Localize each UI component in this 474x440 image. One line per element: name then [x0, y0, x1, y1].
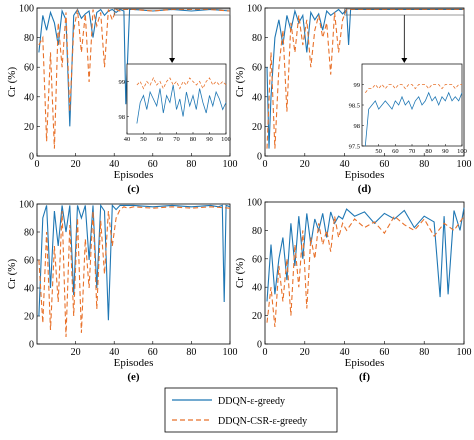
- inset-y-tick-label: 98.5: [349, 103, 360, 110]
- y-tick-label: 60: [24, 63, 34, 74]
- y-axis-label: Cr (%): [234, 67, 246, 98]
- panel-label: (e): [127, 371, 140, 383]
- y-tick-label: 60: [252, 63, 262, 74]
- x-tick-label: 100: [457, 347, 472, 358]
- x-tick-label: 40: [109, 159, 119, 170]
- inset-frame: [361, 63, 463, 147]
- x-tick-label: 60: [379, 347, 389, 358]
- inset-x-tick-label: 80: [425, 148, 432, 155]
- inset-y-tick-label: 97.5: [349, 144, 360, 151]
- x-tick-label: 20: [300, 347, 310, 358]
- y-tick-label: 0: [29, 340, 34, 351]
- plot-frame: [36, 203, 231, 345]
- y-tick-label: 100: [247, 198, 262, 209]
- series-line-2: [38, 8, 231, 149]
- y-axis-label: Cr (%): [6, 259, 18, 290]
- inset-x-tick-label: 90: [442, 148, 449, 155]
- inset-x-tick-label: 60: [157, 136, 164, 143]
- legend: DDQN-ε-greedy DDQN-CSR-ε-greedy: [164, 387, 338, 433]
- y-tick-label: 100: [247, 4, 262, 15]
- x-tick-label: 20: [71, 159, 81, 170]
- inset-x-tick-label: 50: [140, 136, 147, 143]
- inset-series-line-1: [136, 84, 227, 124]
- x-tick-label: 100: [457, 159, 472, 170]
- inset-y-tick-label: 99: [354, 82, 361, 89]
- y-tick-label: 40: [252, 283, 262, 294]
- x-tick-label: 100: [223, 347, 238, 358]
- series-line-1: [266, 8, 464, 149]
- x-tick-label: 60: [148, 347, 158, 358]
- x-tick-label: 0: [35, 159, 40, 170]
- x-tick-label: 40: [109, 347, 119, 358]
- x-tick-label: 40: [340, 347, 350, 358]
- y-tick-label: 0: [257, 340, 262, 351]
- x-tick-label: 0: [263, 159, 268, 170]
- inset-y-tick-label: 98: [354, 123, 361, 130]
- y-tick-label: 80: [252, 226, 262, 237]
- panel-label: (f): [359, 371, 370, 383]
- zoom-arrow-head: [169, 58, 176, 63]
- inset-x-tick-label: 80: [190, 136, 197, 143]
- inset-x-tick-label: 40: [124, 136, 131, 143]
- y-tick-label: 40: [24, 284, 34, 295]
- x-tick-label: 100: [223, 159, 238, 170]
- legend-label-s2: DDQN-CSR-ε-greedy: [218, 416, 307, 427]
- inset-x-tick-label: 50: [375, 148, 382, 155]
- inset-y-tick-label: 99: [119, 79, 126, 86]
- x-tick-label: 60: [379, 159, 389, 170]
- panel-label: (c): [127, 183, 140, 195]
- series-line-2: [266, 215, 465, 328]
- x-tick-label: 80: [186, 159, 196, 170]
- x-tick-label: 40: [340, 159, 350, 170]
- chart-panel-2: 0 20 40 60 80 100 0 20 40 60 80 100 Episodes Cr (%) (d…: [234, 4, 472, 196]
- y-tick-label: 0: [257, 152, 262, 163]
- y-tick-label: 80: [24, 33, 34, 44]
- y-axis-label: Cr (%): [6, 67, 18, 98]
- chart-panel-1: 0 20 40 60 80 100 0 20 40 60 80 100 Episodes Cr (%) (c…: [6, 4, 238, 196]
- y-tick-label: 100: [19, 4, 34, 15]
- x-axis-label: Episodes: [114, 169, 154, 181]
- y-tick-label: 80: [24, 228, 34, 239]
- chart-panel-3: 0 20 40 60 80 100 20 40 60 80 100 Episodes Cr (%) (e): [6, 200, 238, 384]
- x-tick-label: 20: [71, 347, 81, 358]
- inset-panel-1: 98 99 40 50 60 70 80 90 100: [119, 63, 231, 143]
- y-tick-label: 20: [252, 122, 262, 133]
- series-line-1: [38, 203, 231, 321]
- inset-x-tick-label: 100: [221, 136, 231, 143]
- panel-label: (d): [358, 183, 372, 195]
- chart-panel-4: 0 20 40 60 80 100 0 20 40 60 80 100 Episodes Cr (%) (f…: [234, 198, 472, 384]
- y-tick-label: 40: [24, 92, 34, 103]
- y-tick-label: 100: [19, 200, 34, 211]
- inset-x-tick-label: 70: [173, 136, 180, 143]
- inset-series-line-1: [364, 91, 463, 147]
- y-tick-label: 20: [24, 122, 34, 133]
- x-tick-label: 20: [300, 159, 310, 170]
- x-axis-label: Episodes: [345, 357, 385, 369]
- inset-x-tick-label: 90: [206, 136, 213, 143]
- x-tick-label: 80: [419, 347, 429, 358]
- y-tick-label: 20: [252, 311, 262, 322]
- x-tick-label: 80: [419, 159, 429, 170]
- y-tick-label: 80: [252, 33, 262, 44]
- x-axis-label: Episodes: [345, 169, 385, 181]
- inset-x-tick-label: 100: [457, 148, 467, 155]
- y-tick-label: 60: [24, 256, 34, 267]
- x-tick-label: 0: [263, 347, 268, 358]
- inset-panel-2: 97.5 98 98.5 99 50 60 70 80 90 100: [349, 63, 467, 155]
- y-tick-label: 20: [24, 312, 34, 323]
- y-axis-label: Cr (%): [234, 258, 246, 289]
- inset-y-tick-label: 98: [119, 114, 126, 121]
- x-axis-label: Episodes: [114, 357, 154, 369]
- legend-label-s1: DDQN-ε-greedy: [218, 396, 285, 407]
- y-tick-label: 40: [252, 92, 262, 103]
- inset-x-tick-label: 70: [409, 148, 416, 155]
- x-tick-label: 60: [148, 159, 158, 170]
- inset-x-tick-label: 60: [392, 148, 399, 155]
- y-tick-label: 60: [252, 254, 262, 265]
- y-tick-label: 0: [29, 152, 34, 163]
- x-tick-label: 80: [186, 347, 196, 358]
- inset-series-line-2: [364, 83, 462, 93]
- zoom-arrow-head: [401, 58, 408, 63]
